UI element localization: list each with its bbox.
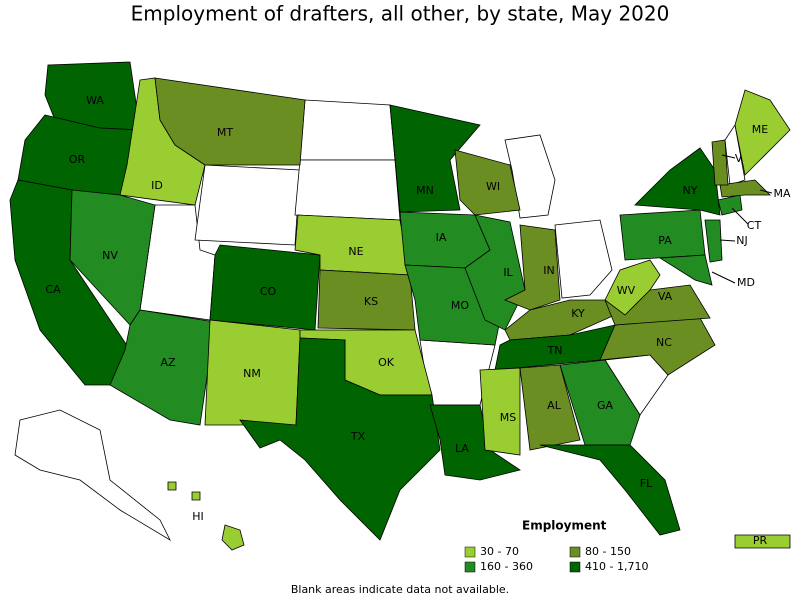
state-label: IA xyxy=(436,231,447,244)
legend-swatch xyxy=(464,546,476,558)
state-label: OR xyxy=(69,153,86,166)
state-shape xyxy=(704,219,723,263)
state-label: HI xyxy=(192,510,204,523)
state-label: NE xyxy=(348,245,363,258)
state-shape xyxy=(724,123,746,186)
state-label: MT xyxy=(217,126,233,139)
state-label: MD xyxy=(737,276,755,289)
state-label: CT xyxy=(747,219,762,232)
state-label: TN xyxy=(547,344,563,357)
state-label: TX xyxy=(350,430,366,443)
state-label: MO xyxy=(451,299,469,312)
state-shape xyxy=(734,89,791,176)
state-shape xyxy=(719,179,771,198)
legend-swatch xyxy=(569,561,581,573)
state-label: VA xyxy=(658,290,673,303)
state-label: ME xyxy=(752,123,768,136)
leader-line xyxy=(719,239,736,242)
state-shape xyxy=(604,259,661,316)
legend-label: 160 - 360 xyxy=(480,560,533,573)
state-label: AL xyxy=(547,399,562,412)
state-shape xyxy=(734,534,791,549)
footnote: Blank areas indicate data not available. xyxy=(291,583,509,596)
state-label: AZ xyxy=(160,356,176,369)
state-shape xyxy=(519,364,581,451)
state-shape xyxy=(658,254,713,286)
state-label: IL xyxy=(503,266,513,279)
state-label: CO xyxy=(260,285,277,298)
state-label: NM xyxy=(243,367,261,380)
legend-label: 80 - 150 xyxy=(585,545,631,558)
state-label: ID xyxy=(151,179,163,192)
state-label: WI xyxy=(486,180,500,193)
state-label: IN xyxy=(543,264,554,277)
state-label: MS xyxy=(500,411,516,424)
state-shape xyxy=(389,104,481,213)
state-shape xyxy=(429,404,521,481)
state-shape xyxy=(299,99,396,161)
state-shape xyxy=(479,367,521,456)
legend-title: Employment xyxy=(522,519,607,533)
state-label: PA xyxy=(658,234,672,247)
leader-line xyxy=(721,154,736,159)
state-shape xyxy=(539,444,681,536)
state-label: WA xyxy=(86,94,104,107)
state-shape xyxy=(554,219,613,299)
state-shape xyxy=(14,409,171,542)
legend-swatch xyxy=(569,546,581,558)
state-shape xyxy=(454,149,521,216)
state-shape xyxy=(191,491,201,501)
state-shape xyxy=(167,481,177,491)
state-label: CA xyxy=(45,283,61,296)
leader-line xyxy=(731,207,749,225)
legend-swatch xyxy=(464,561,476,573)
state-shape xyxy=(194,164,301,246)
state-shape xyxy=(717,194,743,216)
state-shape xyxy=(634,147,721,216)
state-label: GA xyxy=(597,399,614,412)
map-title: Employment of drafters, all other, by st… xyxy=(131,2,670,26)
state-shape xyxy=(559,359,641,446)
state-label: FL xyxy=(640,477,653,490)
state-label: KY xyxy=(571,307,585,320)
state-shape xyxy=(294,159,401,221)
legend-label: 410 - 1,710 xyxy=(585,560,648,573)
state-label: NJ xyxy=(736,234,747,247)
state-label: MA xyxy=(773,187,790,200)
state-shape xyxy=(221,524,245,551)
legend-label: 30 - 70 xyxy=(480,545,519,558)
legend: Employment 30 - 70 80 - 150 160 - 360 410 -… xyxy=(464,519,648,573)
state-label: OK xyxy=(378,356,395,369)
state-shape xyxy=(154,77,306,166)
state-label: KS xyxy=(364,295,378,308)
state-label: NV xyxy=(102,249,118,262)
state-label: MN xyxy=(416,184,434,197)
state-label: WV xyxy=(617,284,636,297)
leader-line xyxy=(759,189,773,194)
state-shape xyxy=(209,244,321,331)
states: WA OR CA ID NV AZ MT CO NM NE KS OK TX MN IA MO LA WI IL IN… xyxy=(9,61,791,551)
state-label: PR xyxy=(753,534,768,547)
state-label: NY xyxy=(683,184,698,197)
leader-line xyxy=(711,271,736,284)
state-label: LA xyxy=(455,442,469,455)
state-label: NC xyxy=(656,336,672,349)
state-shape xyxy=(239,337,441,541)
state-shape xyxy=(711,139,729,186)
